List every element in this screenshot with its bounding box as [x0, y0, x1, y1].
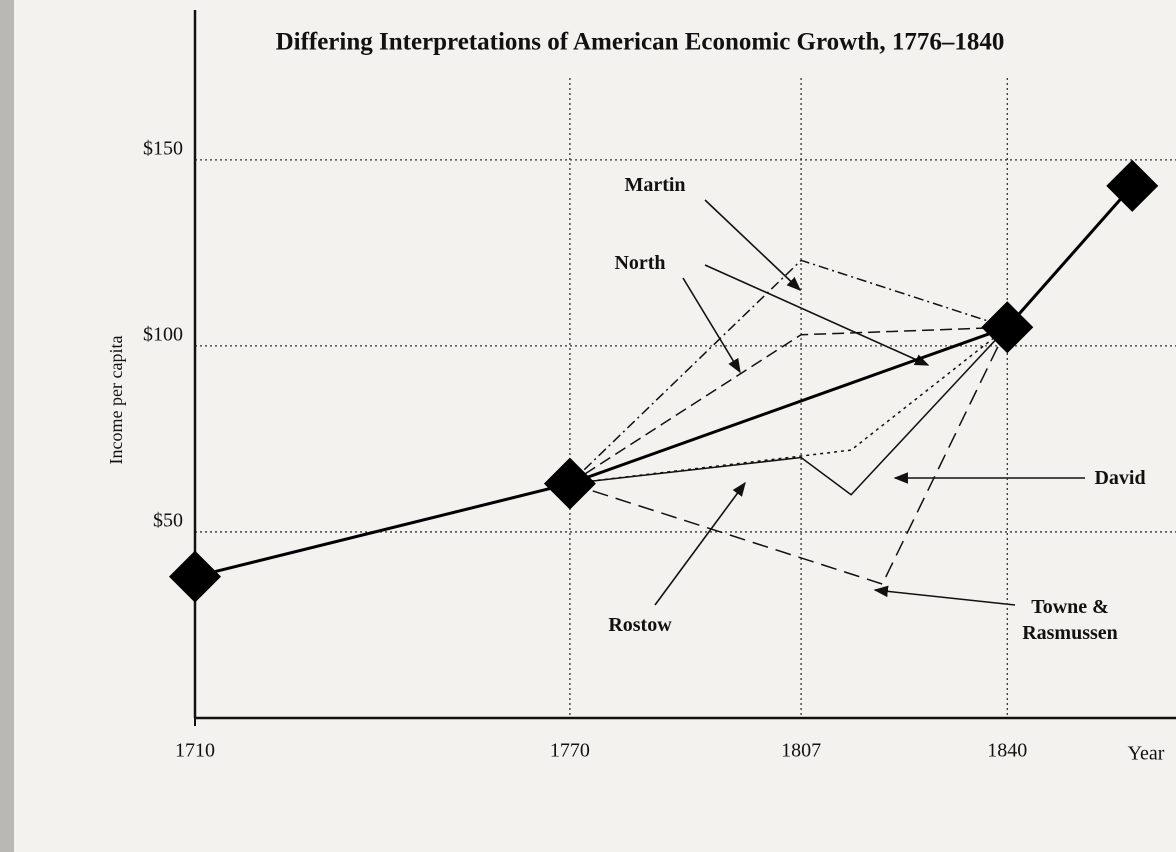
- x-tick-label: 1710: [175, 740, 215, 762]
- y-tick-label: $100: [143, 324, 183, 346]
- point-marker: [981, 301, 1034, 354]
- series-line: [569, 259, 1008, 485]
- annotation: David: [1094, 467, 1146, 489]
- series-line: [569, 326, 1008, 485]
- x-tick-label: 1770: [550, 740, 590, 762]
- annotation-arrows: [654, 199, 1085, 606]
- arrow: [682, 277, 741, 374]
- annotation: Towne & Rasmussen: [1022, 596, 1118, 644]
- arrow: [654, 481, 746, 606]
- series-line: [569, 326, 1008, 496]
- series-line: [194, 184, 1134, 579]
- point-marker: [169, 550, 221, 603]
- annotation: Martin: [624, 174, 686, 196]
- arrow: [704, 199, 802, 291]
- x-tick-label: 1807: [781, 740, 821, 762]
- arrow: [873, 585, 1016, 606]
- y-tick-label: $50: [153, 510, 183, 532]
- annotation: Rostow: [608, 614, 672, 636]
- x-axis-label: Year: [1128, 743, 1165, 765]
- point-marker: [543, 457, 596, 510]
- x-tick-label: 1840: [987, 740, 1027, 762]
- y-tick-label: $150: [143, 137, 183, 159]
- page-edge: [0, 0, 14, 852]
- series-line: [569, 326, 1008, 485]
- series-line: [569, 326, 1008, 585]
- arrow: [704, 264, 930, 366]
- point-marker: [1106, 159, 1159, 212]
- annotation: North: [614, 252, 666, 274]
- chart-title: Differing Interpretations of American Ec…: [276, 29, 1005, 56]
- y-axis-label: Income per capita: [106, 336, 126, 465]
